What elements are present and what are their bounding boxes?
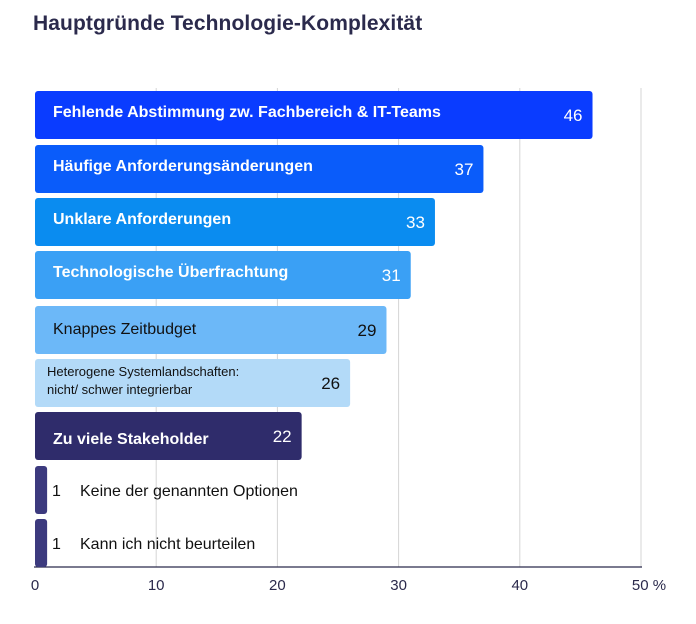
- bar-value-label: 26: [321, 374, 340, 393]
- bar-group: Fehlende Abstimmung zw. Fachbereich & IT…: [35, 91, 593, 139]
- bar-value-label: 22: [273, 427, 292, 446]
- x-tick-label: 30: [390, 577, 407, 594]
- bar-group: Zu viele Stakeholder 22: [35, 412, 302, 460]
- x-tick-label: 50 %: [632, 577, 666, 594]
- bar-value-label: 31: [382, 266, 401, 285]
- bar-group: Technologische Überfrachtung 31: [35, 251, 411, 299]
- bar-category-label: Häufige Anforderungsänderungen: [53, 158, 313, 175]
- bar-category-label: Kann ich nicht beurteilen: [80, 536, 255, 553]
- bar-value-label: 33: [406, 213, 425, 232]
- bar-value-label: 29: [358, 321, 377, 340]
- x-tick-label: 20: [269, 577, 286, 594]
- bar-group: Unklare Anforderungen 33: [35, 198, 435, 246]
- bar: [35, 91, 593, 139]
- bar-category-label: Knappes Zeitbudget: [53, 321, 197, 338]
- bar: [35, 519, 48, 567]
- bar: [35, 412, 302, 460]
- chart-title: Hauptgründe Technologie-Komplexität: [33, 12, 423, 35]
- x-tick-label: 0: [31, 577, 39, 594]
- bar-category-label: Technologische Überfrachtung: [53, 262, 288, 281]
- x-tick-label: 40: [511, 577, 528, 594]
- bar-value-label: 46: [564, 106, 583, 125]
- bar-value-label: 1: [52, 536, 61, 553]
- bar-category-label: Heterogene Systemlandschaften: nicht/ sch…: [47, 364, 239, 397]
- bar-group: Keine der genannten Optionen 1: [35, 466, 298, 514]
- bar-group: Heterogene Systemlandschaften: nicht/ sch…: [35, 359, 351, 407]
- bar-category-label: Fehlende Abstimmung zw. Fachbereich & IT…: [53, 104, 441, 121]
- bar: [35, 306, 387, 354]
- bar: [35, 251, 411, 299]
- bar-category-label: Zu viele Stakeholder: [53, 431, 209, 448]
- bar-group: Häufige Anforderungsänderungen 37: [35, 145, 484, 193]
- bar-category-label: Unklare Anforderungen: [53, 211, 231, 228]
- x-tick-label: 10: [148, 577, 165, 594]
- bar: [35, 145, 484, 193]
- bar: [35, 466, 48, 514]
- bar-group: Kann ich nicht beurteilen 1: [35, 519, 255, 567]
- bar: [35, 359, 351, 407]
- bar-value-label: 37: [455, 160, 474, 179]
- bar: [35, 198, 435, 246]
- bar-category-label: Keine der genannten Optionen: [80, 483, 298, 500]
- bar-value-label: 1: [52, 483, 61, 500]
- bar-group: Knappes Zeitbudget 29: [35, 306, 387, 354]
